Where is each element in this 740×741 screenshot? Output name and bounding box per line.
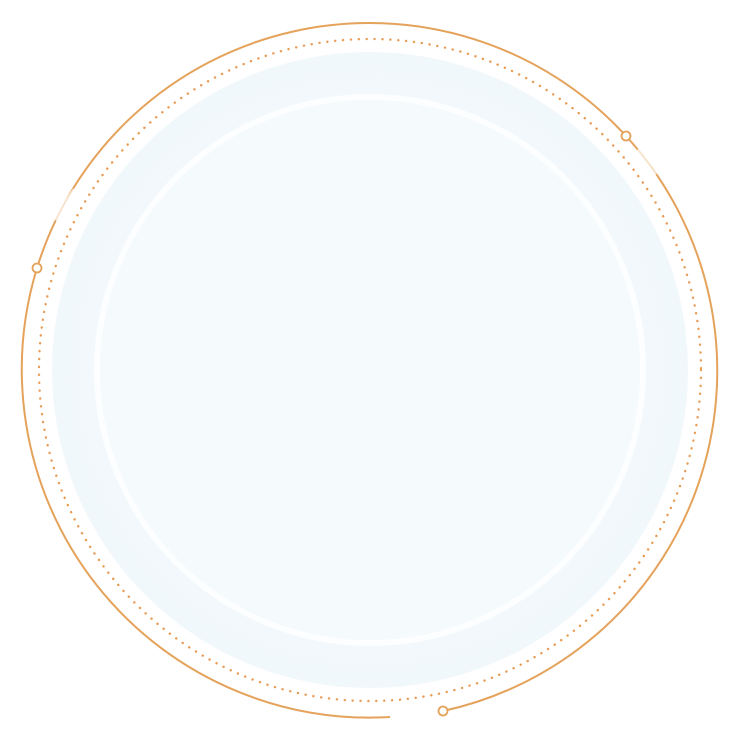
inner-glow-ring (94, 94, 646, 646)
outer-ring-fade-topright (635, 148, 658, 177)
outer-ring-arc-left (20, 267, 391, 719)
node-marker-bottom (437, 705, 449, 717)
node-marker-topright (620, 130, 632, 142)
node-marker-left (31, 262, 43, 274)
dotted-ring (37, 37, 703, 703)
inner-fill (100, 100, 640, 640)
outer-ring-arc-top (36, 22, 627, 269)
outer-ring-arc-right (442, 135, 719, 712)
outer-ring-fade-topleft (52, 188, 78, 222)
